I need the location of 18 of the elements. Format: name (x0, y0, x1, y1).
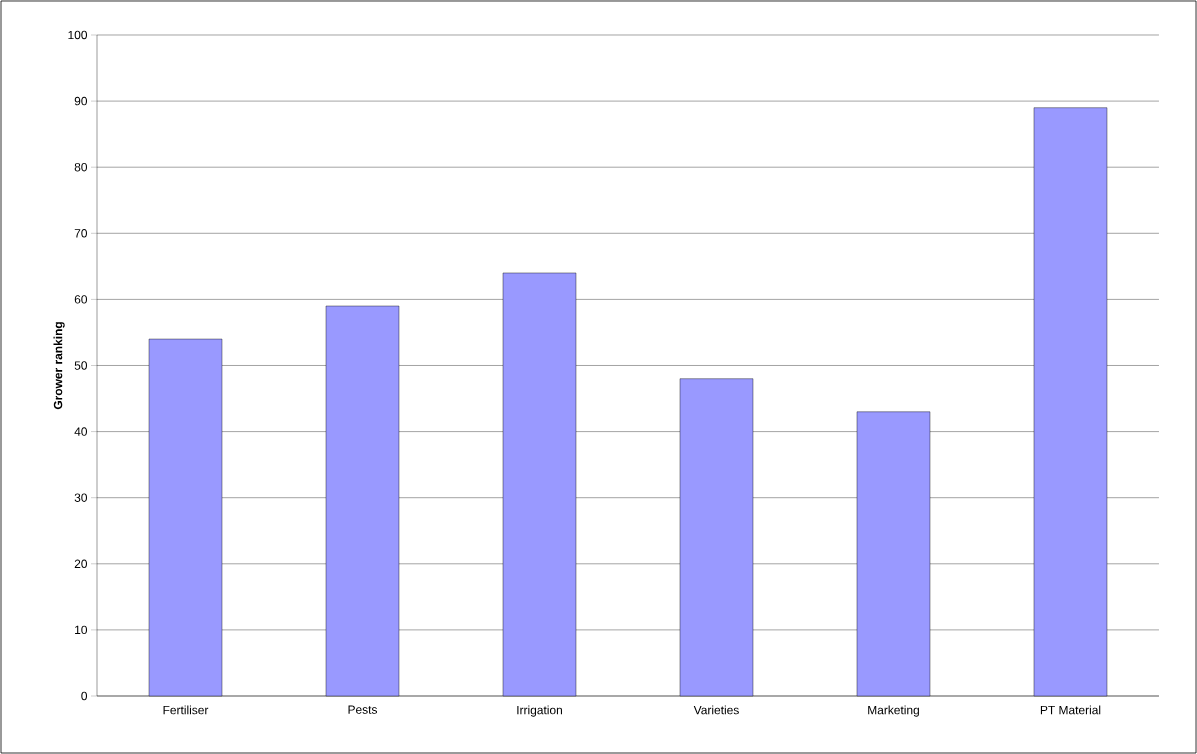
y-tick-label: 60 (74, 295, 88, 304)
x-tick-label: Marketing (868, 705, 919, 717)
x-tick-label: Varieties (693, 705, 739, 715)
y-tick-label: 40 (74, 427, 88, 436)
y-tick-label: 70 (74, 229, 88, 238)
x-tick-label: Irrigation (517, 705, 562, 717)
y-axis-title: Grower ranking (53, 322, 65, 410)
y-tick-label: 90 (74, 96, 88, 106)
y-tick-label: 30 (74, 493, 88, 502)
x-tick-label: PT Material (1040, 705, 1101, 715)
y-tick-label: 80 (74, 162, 88, 172)
y-tick-label: 10 (75, 625, 88, 635)
x-tick-label: Pests (348, 705, 378, 714)
x-tick-label: Fertiliser (163, 705, 209, 715)
y-tick-label: 0 (81, 691, 88, 701)
y-tick-label: 20 (74, 559, 88, 569)
y-tick-label: 50 (74, 361, 88, 370)
y-tick-label: 100 (68, 30, 88, 40)
